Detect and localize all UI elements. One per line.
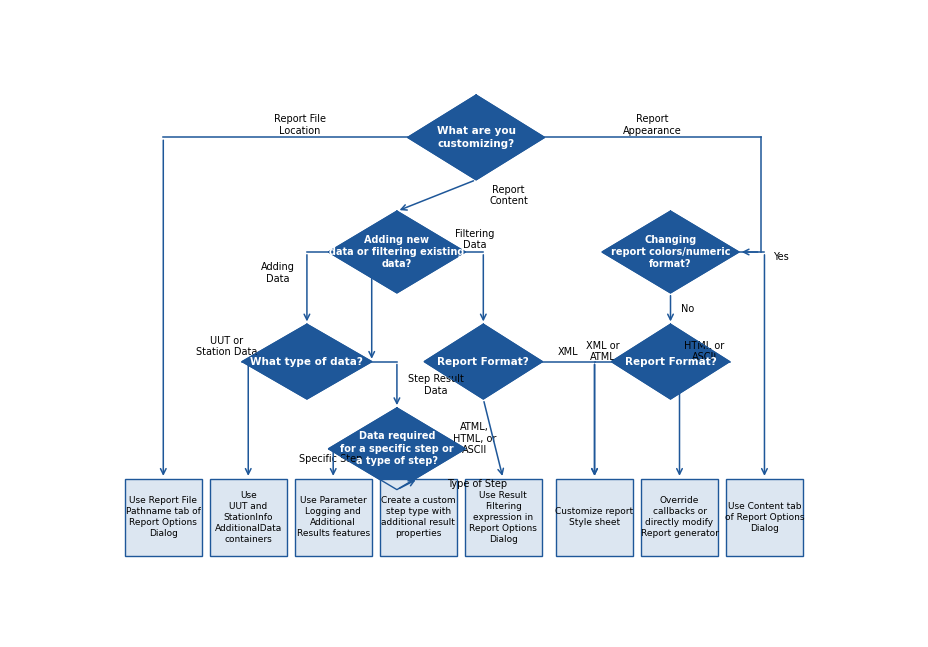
Text: XML or
ATML: XML or ATML [586,341,619,362]
Polygon shape [329,211,465,293]
Text: Use Report File
Pathname tab of
Report Options
Dialog: Use Report File Pathname tab of Report O… [125,496,200,538]
Polygon shape [424,324,542,399]
Text: Override
callbacks or
directly modify
Report generator: Override callbacks or directly modify Re… [640,496,717,538]
Bar [380,479,457,556]
Text: Changing
report colors/numeric
format?: Changing report colors/numeric format? [610,235,729,269]
Text: Use Result
Filtering
expression in
Report Options
Dialog: Use Result Filtering expression in Repor… [469,490,536,544]
Text: Use Content tab
of Report Options
Dialog: Use Content tab of Report Options Dialog [724,501,804,533]
Text: Report
Appearance: Report Appearance [623,114,681,136]
Text: Type of Step: Type of Step [446,479,507,489]
Bar [640,479,717,556]
Bar [556,479,632,556]
Text: Adding
Data: Adding Data [261,263,295,284]
Text: Report
Content: Report Content [488,184,527,206]
Polygon shape [611,324,728,399]
Text: Create a custom
step type with
additional result
properties: Create a custom step type with additiona… [380,496,455,538]
Text: Filtering
Data: Filtering Data [454,229,494,250]
Text: Specific Step: Specific Step [299,454,362,464]
Text: Data required
for a specific step or
a type of step?: Data required for a specific step or a t… [340,432,453,466]
Text: Step Result
Data: Step Result Data [407,374,463,395]
Text: HTML or
ASCII: HTML or ASCII [684,341,724,362]
Text: Report File
Location: Report File Location [274,114,326,136]
Text: What are you
customizing?: What are you customizing? [436,126,515,149]
Text: Use Parameter
Logging and
Additional
Results features: Use Parameter Logging and Additional Res… [296,496,369,538]
Polygon shape [601,211,738,293]
Text: What type of data?: What type of data? [251,356,363,367]
Text: No: No [680,303,694,314]
Bar [210,479,287,556]
Text: Use
UUT and
StationInfo
AdditionalData
containers: Use UUT and StationInfo AdditionalData c… [214,490,281,544]
Text: XML: XML [558,347,578,356]
Text: ATML,
HTML, or
ASCII: ATML, HTML, or ASCII [452,422,496,455]
Bar [124,479,201,556]
Polygon shape [242,324,371,399]
Polygon shape [329,408,465,490]
Text: Report Format?: Report Format? [624,356,715,367]
Text: UUT or
Station Data: UUT or Station Data [196,336,257,357]
Bar [725,479,802,556]
Text: Adding new
data or filtering existing
data?: Adding new data or filtering existing da… [329,235,464,269]
Bar [464,479,541,556]
Polygon shape [407,95,544,180]
Bar [294,479,371,556]
Text: Customize report
Style sheet: Customize report Style sheet [555,507,633,527]
Text: Yes: Yes [772,252,788,262]
Text: Report Format?: Report Format? [437,356,529,367]
